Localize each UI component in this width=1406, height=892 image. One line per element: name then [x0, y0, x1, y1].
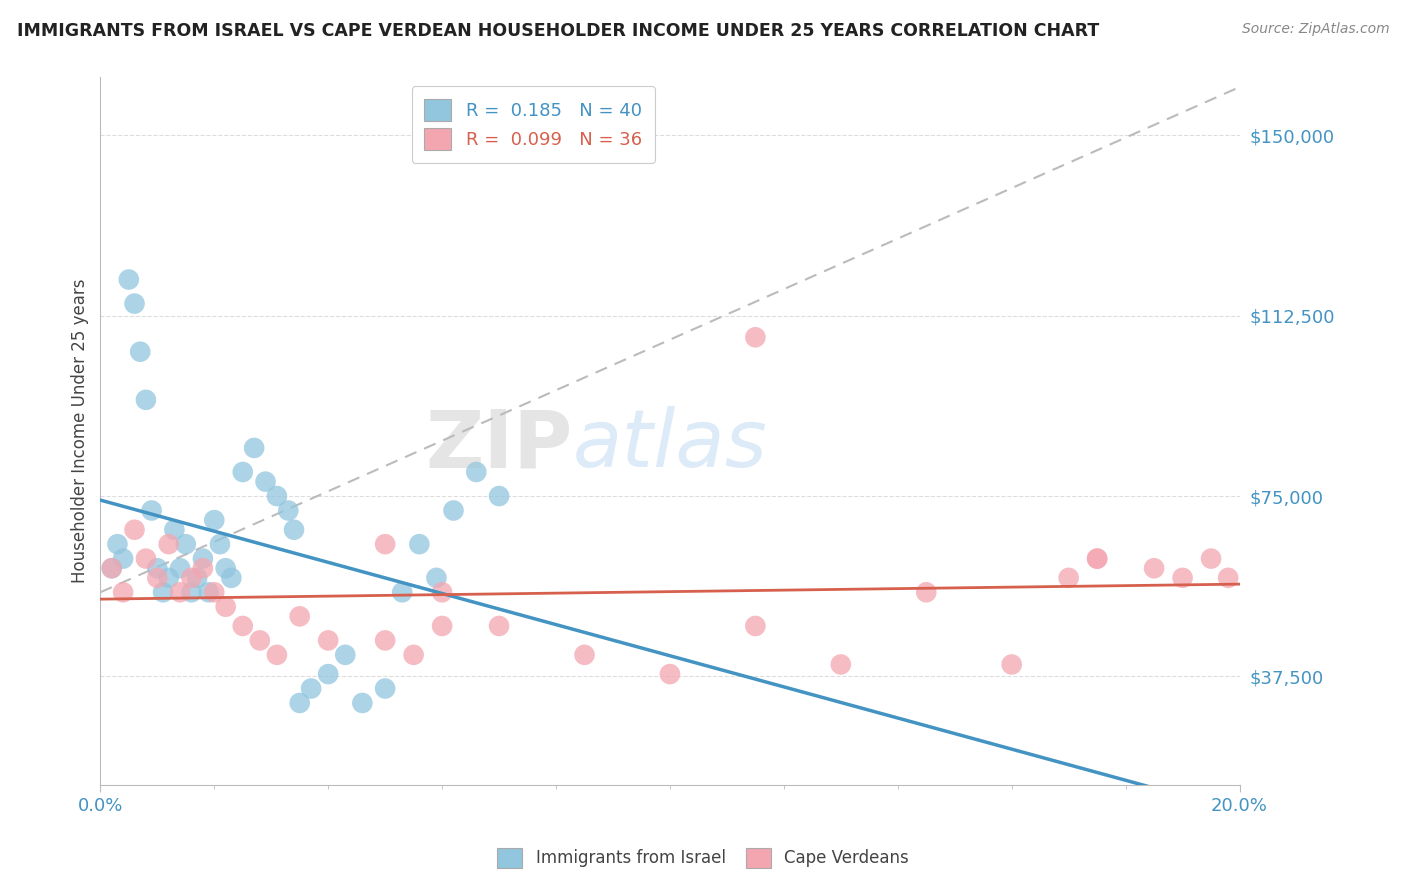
Point — [169, 561, 191, 575]
Point — [1057, 571, 1080, 585]
Point — [1218, 571, 1240, 585]
Point — [232, 465, 254, 479]
Point — [288, 609, 311, 624]
Point — [488, 489, 510, 503]
Point — [141, 503, 163, 517]
Point — [374, 537, 396, 551]
Point — [221, 571, 243, 585]
Point — [243, 441, 266, 455]
Point — [214, 599, 236, 614]
Point — [335, 648, 357, 662]
Point — [1171, 571, 1194, 585]
Point — [1143, 561, 1166, 575]
Point — [202, 513, 225, 527]
Point — [100, 561, 122, 575]
Point — [180, 571, 202, 585]
Point — [157, 571, 180, 585]
Point — [374, 681, 396, 696]
Point — [283, 523, 305, 537]
Point — [112, 585, 135, 599]
Point — [157, 537, 180, 551]
Point — [288, 696, 311, 710]
Point — [174, 537, 197, 551]
Point — [391, 585, 413, 599]
Point — [915, 585, 938, 599]
Text: atlas: atlas — [574, 406, 768, 484]
Point — [425, 571, 447, 585]
Point — [488, 619, 510, 633]
Point — [135, 392, 157, 407]
Point — [180, 585, 202, 599]
Point — [112, 551, 135, 566]
Legend: R =  0.185   N = 40, R =  0.099   N = 36: R = 0.185 N = 40, R = 0.099 N = 36 — [412, 87, 655, 163]
Y-axis label: Householder Income Under 25 years: Householder Income Under 25 years — [72, 279, 89, 583]
Point — [124, 523, 146, 537]
Point — [186, 571, 208, 585]
Point — [254, 475, 277, 489]
Point — [374, 633, 396, 648]
Point — [107, 537, 129, 551]
Point — [402, 648, 425, 662]
Point — [744, 330, 766, 344]
Point — [1085, 551, 1108, 566]
Point — [443, 503, 465, 517]
Point — [465, 465, 488, 479]
Point — [146, 561, 169, 575]
Point — [430, 619, 453, 633]
Point — [744, 619, 766, 633]
Point — [100, 561, 122, 575]
Point — [169, 585, 191, 599]
Text: ZIP: ZIP — [426, 406, 574, 484]
Point — [1199, 551, 1222, 566]
Point — [266, 648, 288, 662]
Point — [202, 585, 225, 599]
Point — [208, 537, 231, 551]
Point — [232, 619, 254, 633]
Legend: Immigrants from Israel, Cape Verdeans: Immigrants from Israel, Cape Verdeans — [491, 841, 915, 875]
Point — [316, 667, 339, 681]
Point — [135, 551, 157, 566]
Point — [146, 571, 169, 585]
Point — [124, 296, 146, 310]
Point — [191, 561, 214, 575]
Point — [352, 696, 374, 710]
Point — [163, 523, 186, 537]
Point — [277, 503, 299, 517]
Point — [574, 648, 596, 662]
Point — [830, 657, 852, 672]
Text: IMMIGRANTS FROM ISRAEL VS CAPE VERDEAN HOUSEHOLDER INCOME UNDER 25 YEARS CORRELA: IMMIGRANTS FROM ISRAEL VS CAPE VERDEAN H… — [17, 22, 1099, 40]
Point — [430, 585, 453, 599]
Point — [129, 344, 152, 359]
Point — [197, 585, 219, 599]
Point — [266, 489, 288, 503]
Point — [1085, 551, 1108, 566]
Point — [214, 561, 236, 575]
Point — [191, 551, 214, 566]
Point — [299, 681, 322, 696]
Point — [316, 633, 339, 648]
Text: Source: ZipAtlas.com: Source: ZipAtlas.com — [1241, 22, 1389, 37]
Point — [408, 537, 430, 551]
Point — [152, 585, 174, 599]
Point — [658, 667, 681, 681]
Point — [249, 633, 271, 648]
Point — [118, 272, 141, 286]
Point — [1001, 657, 1024, 672]
